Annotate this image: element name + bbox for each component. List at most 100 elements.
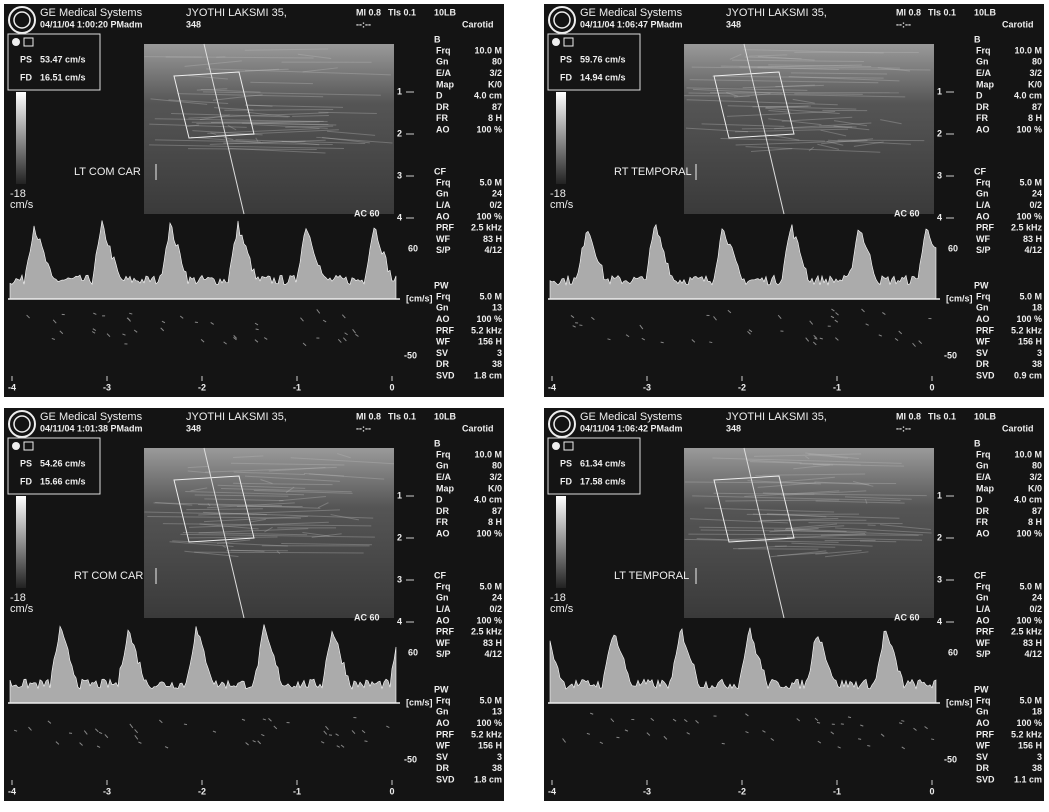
setting-value: 24	[1032, 593, 1042, 603]
setting-value: 4.0 cm	[474, 495, 502, 505]
depth-tick-label: 4	[397, 212, 402, 222]
probe: 10LB	[974, 411, 997, 421]
setting-value: 5.0 M	[1019, 581, 1042, 591]
time-tick-label: -4	[548, 382, 556, 392]
settings-heading: CF	[434, 570, 446, 580]
setting-value: 83 H	[483, 638, 502, 648]
setting-name: D	[436, 495, 443, 505]
preset: Carotid	[462, 19, 494, 29]
ps-value: 53.47 cm/s	[40, 54, 86, 64]
setting-value: 0/2	[1029, 200, 1042, 210]
setting-value: K/0	[1028, 483, 1042, 493]
fd-value: 17.58 cm/s	[580, 476, 626, 486]
setting-name: Gn	[976, 303, 989, 313]
clock: --:--	[896, 19, 911, 29]
setting-name: Frq	[436, 581, 451, 591]
mi: MI 0.8	[896, 411, 921, 421]
ps-label: PS	[560, 54, 572, 64]
setting-name: PRF	[976, 223, 995, 233]
setting-value: 4.0 cm	[1014, 91, 1042, 101]
setting-name: PRF	[976, 729, 995, 739]
setting-value: 10.0 M	[474, 45, 502, 55]
setting-name: Frq	[976, 581, 991, 591]
spectrum-noise	[901, 721, 904, 722]
setting-value: 2.5 kHz	[1011, 627, 1043, 637]
setting-name: WF	[976, 741, 990, 751]
depth-tick-label: 3	[397, 170, 402, 180]
datetime: 04/11/04 1:01:38 PM	[40, 423, 124, 433]
setting-value: 3	[497, 348, 502, 358]
patient-id: 348	[726, 423, 741, 433]
depth-tick-label: 2	[397, 532, 402, 542]
setting-name: Gn	[976, 57, 989, 67]
depth-tick-label: 2	[397, 128, 402, 138]
setting-name: AO	[436, 314, 450, 324]
time-tick-label: -3	[643, 382, 651, 392]
setting-value: 0/2	[489, 200, 502, 210]
velocity-unit: [cm/s]	[946, 697, 973, 707]
setting-name: WF	[976, 234, 990, 244]
preset: Carotid	[462, 423, 494, 433]
velocity-bottom: -50	[404, 754, 417, 764]
spectrum-noise	[722, 743, 725, 744]
setting-value: 4.0 cm	[1014, 495, 1042, 505]
setting-name: SVD	[976, 370, 995, 380]
spectrum-noise	[184, 724, 187, 725]
setting-value: 3	[497, 752, 502, 762]
time-tick-label: -1	[293, 786, 301, 796]
setting-value: 5.0 M	[479, 695, 502, 705]
ps-value: 54.26 cm/s	[40, 458, 86, 468]
setting-name: L/A	[436, 604, 451, 614]
fd-label: FD	[20, 72, 32, 82]
setting-value: 5.2 kHz	[471, 729, 503, 739]
setting-name: L/A	[976, 200, 991, 210]
setting-value: 8 H	[1028, 113, 1042, 123]
patient: JYOTHI LAKSMI 35,	[726, 411, 827, 423]
setting-value: 10.0 M	[1014, 45, 1042, 55]
probe: 10LB	[974, 7, 997, 17]
setting-name: D	[436, 91, 443, 101]
setting-value: 80	[492, 461, 502, 471]
depth-tick-label: 3	[937, 574, 942, 584]
setting-value: 38	[492, 763, 502, 773]
setting-name: Gn	[436, 303, 449, 313]
setting-name: SV	[436, 348, 448, 358]
user: adm	[124, 423, 143, 433]
setting-value: 100 %	[1016, 718, 1042, 728]
vessel-label: RT COM CAR	[74, 570, 143, 582]
clock: --:--	[356, 19, 371, 29]
setting-name: SVD	[436, 370, 455, 380]
setting-name: Frq	[436, 695, 451, 705]
setting-value: K/0	[488, 79, 502, 89]
setting-name: L/A	[976, 604, 991, 614]
spectrum-noise	[256, 329, 259, 330]
setting-name: WF	[436, 234, 450, 244]
setting-name: PRF	[436, 627, 455, 637]
setting-value: 24	[1032, 189, 1042, 199]
setting-value: K/0	[1028, 79, 1042, 89]
gray-scale-bar	[16, 496, 26, 588]
setting-value: 83 H	[483, 234, 502, 244]
setting-name: WF	[436, 337, 450, 347]
setting-value: 13	[492, 303, 502, 313]
preset: Carotid	[1002, 19, 1034, 29]
depth-tick-label: 1	[937, 490, 942, 500]
spectrum-noise	[364, 741, 367, 742]
setting-name: PRF	[436, 223, 455, 233]
setting-name: DR	[976, 359, 989, 369]
time-tick-label: -4	[548, 786, 556, 796]
setting-name: AO	[436, 211, 450, 221]
settings-heading: B	[974, 438, 981, 448]
ac-label: AC 60	[354, 612, 380, 622]
setting-name: Map	[436, 79, 455, 89]
spectrum-noise	[709, 342, 712, 343]
velocity-top: 60	[408, 243, 418, 253]
setting-name: Frq	[436, 177, 451, 187]
setting-value: 80	[492, 57, 502, 67]
setting-name: AO	[976, 124, 990, 134]
setting-name: Gn	[976, 461, 989, 471]
setting-name: AO	[976, 314, 990, 324]
velocity-unit: [cm/s]	[946, 293, 973, 303]
vessel-label: LT COM CAR	[74, 166, 141, 178]
